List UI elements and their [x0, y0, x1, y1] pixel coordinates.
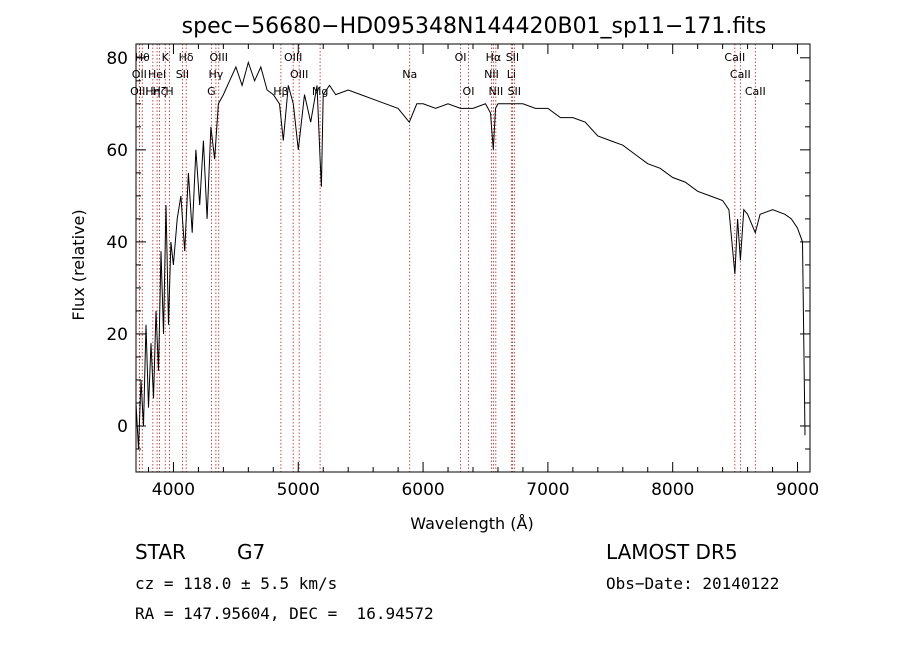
line-marker-label-20: NII	[484, 68, 499, 81]
x-tick-label-1: 5000	[277, 480, 320, 500]
y-axis-label: Flux (relative)	[69, 209, 88, 320]
line-marker-label-5: Hζ	[152, 85, 166, 98]
line-marker-label-24: SII	[506, 51, 519, 64]
line-marker-label-26: CaII	[724, 51, 745, 64]
x-axis: 4000 5000 6000 7000 8000 9000	[147, 44, 819, 500]
line-marker-label-8: SII	[176, 68, 189, 81]
x-tick-label-4: 8000	[651, 480, 694, 500]
object-subclass: G7	[237, 540, 266, 564]
line-marker-label-2: OIII	[130, 85, 148, 98]
line-marker-label-12: OIII	[210, 51, 228, 64]
y-tick-label-1: 20	[106, 325, 128, 345]
line-marker-label-11: Hγ	[208, 68, 223, 81]
line-markers	[138, 44, 756, 472]
line-marker-label-1: OII	[132, 68, 147, 81]
line-marker-label-4: HeI	[148, 68, 166, 81]
y-tick-label-2: 40	[106, 233, 128, 253]
line-marker-label-17: Na	[402, 68, 417, 81]
line-marker-label-15: OIII	[290, 68, 308, 81]
y-axis: 0 20 40 60 80	[106, 49, 810, 473]
y-tick-label-4: 80	[106, 49, 128, 69]
line-marker-label-13: Hβ	[273, 85, 288, 98]
spectrum-line	[135, 60, 806, 450]
x-tick-label-5: 9000	[776, 480, 819, 500]
obs-date: Obs−Date: 20140122	[606, 574, 780, 593]
line-marker-label-14: OIII	[284, 51, 302, 64]
line-marker-label-25: SII	[508, 85, 521, 98]
line-marker-label-6: K	[162, 51, 170, 64]
object-type: STAR	[135, 540, 186, 564]
line-marker-label-3: Hη	[145, 85, 160, 98]
line-marker-label-21: Hα	[486, 51, 502, 64]
line-marker-label-10: G	[207, 85, 216, 98]
line-marker-label-16: Mg	[312, 85, 328, 98]
x-tick-label-3: 7000	[526, 480, 569, 500]
line-marker-label-19: OI	[463, 85, 475, 98]
x-tick-label-2: 6000	[401, 480, 444, 500]
x-tick-label-0: 4000	[152, 480, 195, 500]
line-marker-label-23: Li	[507, 68, 516, 81]
survey-name: LAMOST DR5	[606, 540, 738, 564]
line-marker-label-22: NII	[488, 85, 503, 98]
line-marker-label-28: CaII	[745, 85, 766, 98]
redshift-readout: cz = 118.0 ± 5.5 km/s	[135, 574, 338, 593]
line-marker-label-18: OI	[455, 51, 467, 64]
line-marker-label-27: CaII	[730, 68, 751, 81]
x-axis-label: Wavelength (Å)	[410, 514, 533, 533]
y-tick-label-3: 60	[106, 141, 128, 161]
y-tick-label-0: 0	[117, 417, 128, 437]
line-marker-label-9: Hδ	[179, 51, 194, 64]
line-marker-label-7: H	[165, 85, 173, 98]
coordinates: RA = 147.95604, DEC = 16.94572	[135, 604, 434, 623]
chart-title: spec−56680−HD095348N144420B01_sp11−171.f…	[182, 14, 767, 39]
